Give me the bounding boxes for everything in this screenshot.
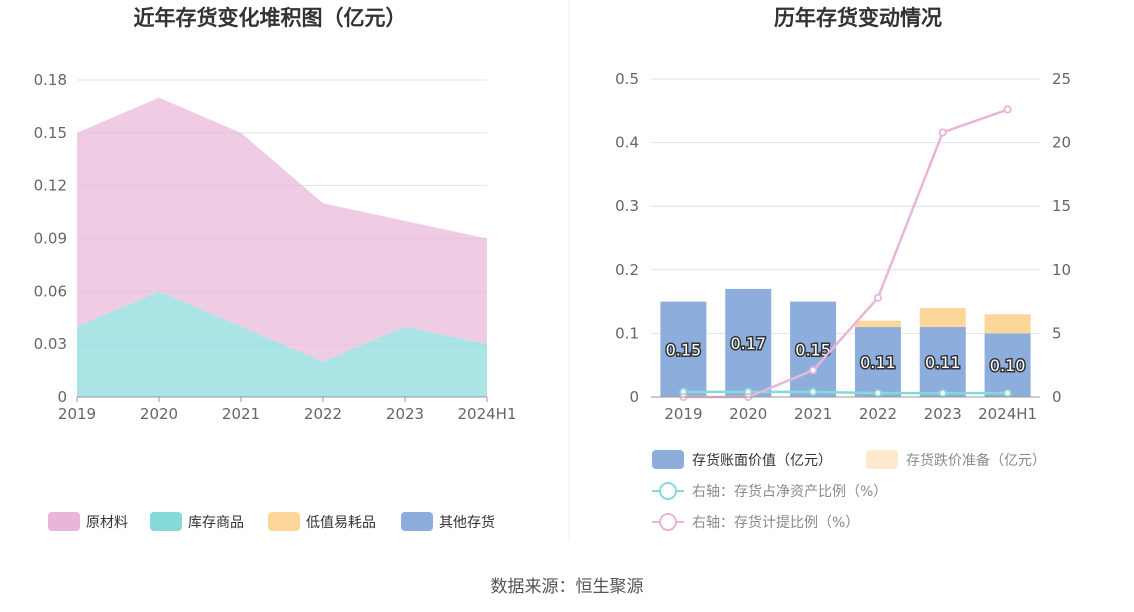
right-y-tick-label: 0.3 bbox=[615, 197, 639, 215]
bar-book-value bbox=[854, 327, 901, 397]
line-point bbox=[808, 387, 818, 397]
bar-book-value bbox=[725, 288, 772, 397]
right-legend-item: 存货跌价准备（亿元） bbox=[866, 450, 1046, 469]
right-y2-tick-label: 20 bbox=[1052, 134, 1071, 152]
left-y-tick-label: 0.06 bbox=[34, 282, 67, 300]
left-legend-swatch bbox=[150, 512, 182, 531]
left-x-tick-label: 2019 bbox=[58, 405, 96, 423]
bar-data-label: 0.15 bbox=[795, 340, 831, 359]
right-bars: 0.15 0.17 0.15 0.11 0.11 0.10 bbox=[660, 288, 1031, 397]
right-legend-swatch bbox=[652, 450, 684, 469]
right-legend: 存货账面价值（亿元） 存货跌价准备（亿元） 右轴：存货占净资产比例（%） 右轴：存货计… bbox=[652, 450, 1046, 531]
right-legend-label: 右轴：存货占净资产比例（%） bbox=[692, 483, 887, 500]
bar-impairment bbox=[984, 314, 1031, 334]
left-y-tick-label: 0.09 bbox=[34, 230, 67, 248]
left-legend-swatch bbox=[48, 512, 80, 531]
left-legend-item: 低值易耗品 bbox=[268, 512, 376, 531]
right-legend-label: 存货跌价准备（亿元） bbox=[906, 452, 1046, 469]
line-point bbox=[1003, 105, 1012, 114]
bar-book-value bbox=[790, 301, 837, 397]
right-x-tick-label: 2020 bbox=[729, 405, 767, 423]
right-chart-title: 历年存货变动情况 bbox=[774, 6, 942, 30]
line-point bbox=[1003, 389, 1012, 398]
left-legend-label: 其他存货 bbox=[439, 514, 495, 531]
right-x-tick-label: 2019 bbox=[664, 405, 702, 423]
right-y-tick-label: 0.5 bbox=[615, 70, 639, 88]
right-legend-marker bbox=[659, 482, 677, 500]
line-point bbox=[938, 389, 947, 398]
left-y-tick-label: 0.18 bbox=[34, 71, 67, 89]
left-x-tick-label: 2021 bbox=[222, 405, 260, 423]
left-y-tick-label: 0.03 bbox=[34, 335, 67, 353]
bar-data-label: 0.11 bbox=[860, 353, 896, 372]
left-x-tick-label: 2020 bbox=[140, 405, 178, 423]
bar-impairment bbox=[919, 307, 966, 328]
left-legend-swatch bbox=[401, 512, 433, 531]
right-y-tick-label: 0.2 bbox=[615, 261, 639, 279]
left-y-tick-label: 0.15 bbox=[34, 124, 67, 142]
left-legend-label: 库存商品 bbox=[188, 515, 244, 531]
bar-book-value bbox=[660, 301, 707, 397]
left-chart-title: 近年存货变化堆积图（亿元） bbox=[134, 6, 407, 30]
right-axis: 0 0.1 0.2 0.3 0.4 0.5 0 5 10 15 20 25 2019 2020 2021 20… bbox=[615, 70, 1071, 423]
right-x-tick-label: 2021 bbox=[794, 405, 832, 423]
right-y-tick-label: 0.1 bbox=[615, 324, 639, 342]
bar-data-label: 0.15 bbox=[666, 340, 702, 359]
area-raw-material bbox=[77, 97, 487, 362]
right-legend-item: 存货账面价值（亿元） bbox=[652, 450, 832, 469]
bar-book-value bbox=[919, 327, 966, 397]
left-x-tick-label: 2024H1 bbox=[458, 405, 517, 423]
right-y2-tick-label: 5 bbox=[1052, 324, 1062, 342]
line-point bbox=[808, 366, 818, 375]
right-legend-marker bbox=[659, 513, 677, 531]
right-grid bbox=[651, 78, 1040, 334]
right-legend-item: 右轴：存货占净资产比例（%） bbox=[652, 482, 887, 500]
left-x-tick-label: 2023 bbox=[386, 405, 424, 423]
right-x-tick-label: 2022 bbox=[859, 405, 897, 423]
right-x-tick-label: 2023 bbox=[924, 405, 962, 423]
line-point bbox=[873, 389, 883, 398]
bar-data-label: 0.11 bbox=[925, 353, 961, 372]
line-point bbox=[938, 128, 947, 137]
right-y2-tick-label: 25 bbox=[1052, 70, 1071, 88]
line-point bbox=[873, 293, 883, 302]
left-legend: 原材料 库存商品 低值易耗品 其他存货 bbox=[48, 512, 495, 531]
data-source: 数据来源：恒生聚源 bbox=[491, 577, 644, 597]
right-x-tick-label: 2024H1 bbox=[978, 405, 1037, 423]
right-legend-swatch bbox=[866, 450, 898, 469]
left-y-tick-label: 0 bbox=[57, 388, 67, 406]
left-areas bbox=[77, 97, 487, 397]
bar-impairment bbox=[854, 320, 901, 328]
left-legend-swatch bbox=[268, 512, 300, 531]
right-y-tick-label: 0.4 bbox=[615, 134, 639, 152]
left-legend-item: 库存商品 bbox=[150, 512, 244, 531]
left-legend-item: 原材料 bbox=[48, 512, 128, 531]
area-finished-goods bbox=[77, 291, 487, 397]
left-legend-label: 低值易耗品 bbox=[306, 515, 376, 531]
bar-data-label: 0.17 bbox=[730, 334, 766, 353]
right-legend-label: 存货账面价值（亿元） bbox=[692, 452, 832, 469]
right-y2-tick-label: 0 bbox=[1052, 388, 1062, 406]
bar-data-label: 0.10 bbox=[990, 356, 1026, 375]
right-legend-item: 右轴：存货计提比例（%） bbox=[652, 513, 859, 531]
right-y-tick-label: 0 bbox=[629, 388, 639, 406]
left-legend-label: 原材料 bbox=[86, 515, 128, 531]
right-y2-tick-label: 15 bbox=[1052, 197, 1071, 215]
left-y-tick-label: 0.12 bbox=[34, 177, 67, 195]
left-legend-item: 其他存货 bbox=[401, 512, 495, 531]
right-y2-tick-label: 10 bbox=[1052, 261, 1071, 279]
right-legend-label: 右轴：存货计提比例（%） bbox=[692, 514, 859, 531]
line-ratio-net bbox=[683, 390, 1008, 395]
left-axis: 0 0.03 0.06 0.09 0.12 0.15 0.18 2019 2020 2021 202… bbox=[34, 71, 517, 423]
bar-book-value bbox=[984, 333, 1031, 397]
left-x-tick-label: 2022 bbox=[304, 405, 342, 423]
